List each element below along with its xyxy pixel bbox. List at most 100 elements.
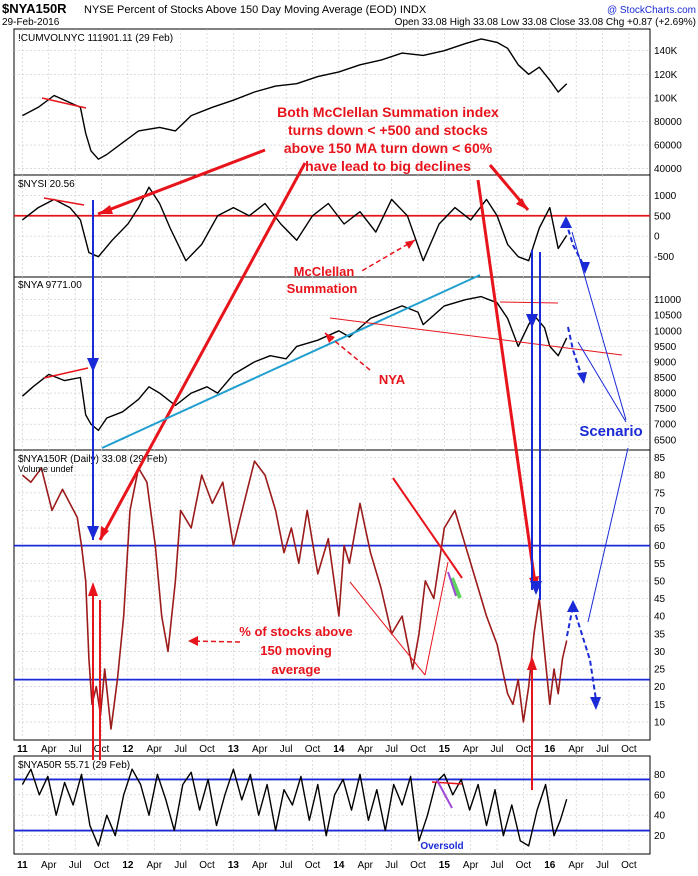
arrowhead-pct-2011 <box>100 526 109 540</box>
y-tick-label-3-0: 10 <box>654 717 666 728</box>
x-tick-label-5-1: Apr <box>146 860 162 871</box>
annotation-lines <box>41 97 629 809</box>
x-tick-label-4-1: 12 <box>122 860 134 871</box>
x-tick-label-15-1: Oct <box>410 860 426 871</box>
scenario-nya-arrowhead <box>577 372 587 384</box>
y-tick-label-2-0: 6500 <box>654 435 677 446</box>
x-tick-label-0-0: 11 <box>17 744 28 755</box>
nya-uptrend-line <box>101 274 481 449</box>
x-tick-label-4-0: 12 <box>122 744 134 755</box>
blue-arrowhead-2011-pct <box>87 526 99 540</box>
x-tick-label-13-0: Apr <box>357 744 373 755</box>
x-tick-label-20-1: 16 <box>544 860 556 871</box>
y-tick-label-1-2: 500 <box>654 211 671 222</box>
y-tick-label-3-4: 30 <box>654 647 666 658</box>
purple-mark-50r <box>436 779 453 809</box>
y-tick-label-0-3: 100K <box>654 93 678 104</box>
x-tick-label-14-1: Jul <box>385 860 398 871</box>
x-tick-label-23-0: Oct <box>621 744 637 755</box>
x-tick-label-16-0: 15 <box>439 744 451 755</box>
x-tick-label-0-1: 11 <box>17 860 28 871</box>
header-symbol: $NYA150R <box>2 1 67 16</box>
x-tick-label-11-0: Oct <box>305 744 321 755</box>
arrowhead-nysi-2011 <box>98 205 113 214</box>
dash-arrow-pct <box>189 640 241 643</box>
y-tick-label-4-1: 40 <box>654 811 666 822</box>
x-tick-label-19-1: Oct <box>516 860 532 871</box>
x-tick-label-8-0: 13 <box>228 744 240 755</box>
arrow-to-nysi-2011 <box>97 148 266 216</box>
header-title: NYSE Percent of Stocks Above 150 Day Mov… <box>84 4 427 16</box>
y-tick-label-1-1: 0 <box>654 232 660 243</box>
pct-label-2: 150 moving <box>260 643 332 658</box>
purple-mark-150r <box>447 571 457 597</box>
y-tick-label-3-5: 35 <box>654 629 666 640</box>
y-tick-label-0-5: 140K <box>654 46 678 57</box>
series-nysi <box>21 186 568 262</box>
x-tick-label-23-1: Oct <box>621 860 637 871</box>
y-tick-label-0-0: 40000 <box>654 164 682 175</box>
x-tick-label-19-0: Oct <box>516 744 532 755</box>
scenario-pct-path <box>566 605 597 701</box>
scenario-nysi-up-arrowhead <box>560 216 572 228</box>
scenario-nysi-path <box>565 221 586 269</box>
blue-arrowhead-2015-pct <box>530 581 542 595</box>
x-tick-label-10-0: Jul <box>280 744 293 755</box>
blue-arrowhead-2015-nya <box>526 314 538 328</box>
y-tick-label-3-2: 20 <box>654 682 666 693</box>
y-tick-label-3-3: 25 <box>654 665 666 676</box>
x-tick-label-21-0: Apr <box>568 744 584 755</box>
y-tick-label-3-9: 55 <box>654 559 666 570</box>
y-tick-label-3-7: 45 <box>654 594 666 605</box>
header-date: 29-Feb-2016 <box>2 17 60 28</box>
pct-label-3: average <box>271 662 320 677</box>
pct-pointer-line-2 <box>424 561 449 676</box>
red-arrowhead-2015 <box>527 656 537 670</box>
x-tick-label-7-0: Oct <box>199 744 215 755</box>
x-tick-label-9-1: Apr <box>252 860 268 871</box>
main-annotation-line-1: Both McClellan Summation index <box>277 104 499 120</box>
main-annotation-line-3: above 150 MA turn down < 60% <box>284 140 493 156</box>
y-tick-label-2-2: 7500 <box>654 404 677 415</box>
main-annotation-line-2: turns down < +500 and stocks <box>288 122 488 138</box>
series-nya <box>21 295 568 432</box>
y-tick-label-2-9: 11000 <box>654 295 682 306</box>
y-tick-label-2-5: 9000 <box>654 357 677 368</box>
legend-volume: Volume undef <box>18 464 74 474</box>
panel-title-nya50r: $NYA50R 55.71 (29 Feb) <box>18 760 130 771</box>
panel-nya150r-frame <box>13 449 651 741</box>
series-nya50r <box>21 768 568 847</box>
dash-arrowhead-mcclellan <box>405 240 415 249</box>
nya-label: NYA <box>379 372 406 387</box>
mcclellan-label-1: McClellan <box>294 264 355 279</box>
x-axis-labels: 11 11 Apr Apr Jul Jul Oct Oct 12 12 Apr Apr Jul Jul Oc… <box>17 744 637 871</box>
y-tick-label-3-8: 50 <box>654 576 666 587</box>
dash-arrowhead-pct <box>188 636 198 646</box>
y-tick-label-0-2: 80000 <box>654 117 682 128</box>
x-tick-label-17-1: Apr <box>463 860 479 871</box>
x-tick-label-12-1: 14 <box>333 860 345 871</box>
x-tick-label-3-0: Oct <box>94 744 110 755</box>
y-tick-label-2-7: 10000 <box>654 326 682 337</box>
y-tick-label-2-1: 7000 <box>654 420 677 431</box>
scenario-pct-up-arrowhead <box>567 600 579 612</box>
scenario-label: Scenario <box>579 423 642 440</box>
y-tick-label-3-6: 40 <box>654 612 666 623</box>
y-tick-label-3-12: 70 <box>654 506 666 517</box>
x-tick-label-21-1: Apr <box>568 860 584 871</box>
y-tick-label-0-4: 120K <box>654 70 678 81</box>
x-tick-label-9-0: Apr <box>252 744 268 755</box>
x-tick-label-7-1: Oct <box>199 860 215 871</box>
x-tick-label-18-0: Jul <box>491 744 504 755</box>
x-tick-label-20-0: 16 <box>544 744 556 755</box>
y-tick-label-2-4: 8500 <box>654 373 677 384</box>
y-axis-labels: 40000 60000 80000 100K 120K 140K -500 0 500 1000 6… <box>654 46 682 842</box>
red-arrowhead-2011 <box>88 582 98 596</box>
arrow-to-pct-2011 <box>98 162 307 541</box>
nya50r-red-line <box>431 781 463 785</box>
dash-arrow-mcclellan <box>359 239 416 273</box>
series-cumvol <box>22 38 568 160</box>
y-tick-label-4-3: 80 <box>654 770 666 781</box>
blue-arrowhead-2011-nya <box>87 358 99 372</box>
scenario-pointer-pct <box>587 447 629 623</box>
